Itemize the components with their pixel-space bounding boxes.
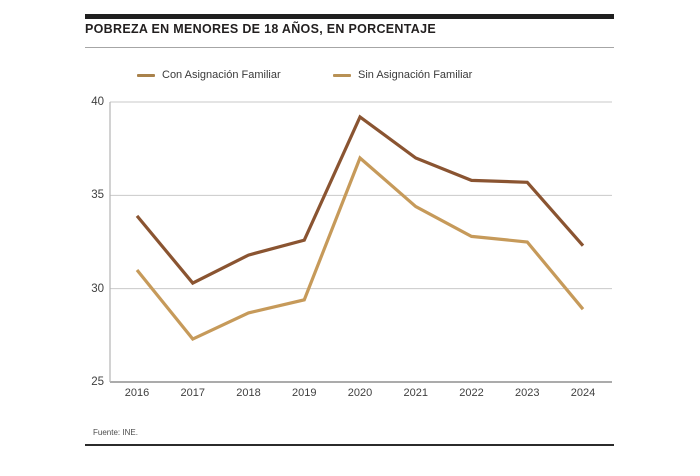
x-tick-2019: 2019 — [292, 387, 317, 399]
x-tick-2016: 2016 — [124, 387, 150, 399]
bottom-rule — [85, 444, 614, 446]
chart-plot-area — [109, 101, 612, 383]
legend-marker-sin-icon — [333, 73, 351, 77]
y-tick-30: 30 — [91, 283, 104, 295]
legend-marker-con-icon — [137, 73, 155, 77]
title-divider — [85, 47, 614, 48]
top-rule — [85, 14, 614, 19]
legend-item-sin-asignacion: Sin Asignación Familiar — [333, 68, 472, 82]
legend-item-con-asignacion: Con Asignación Familiar — [137, 68, 281, 82]
line-chart: 40 35 30 25 2016 2017 2018 2019 2020 202… — [85, 95, 614, 425]
x-tick-2017: 2017 — [180, 387, 205, 399]
x-tick-2018: 2018 — [236, 387, 261, 399]
legend-label-sin: Sin Asignación Familiar — [358, 69, 473, 81]
legend-label-con: Con Asignación Familiar — [162, 69, 281, 81]
source-note: Fuente: INE. — [93, 428, 138, 437]
x-tick-2023: 2023 — [515, 387, 540, 399]
x-tick-2021: 2021 — [403, 387, 428, 399]
x-tick-2022: 2022 — [459, 387, 484, 399]
x-tick-2020: 2020 — [347, 387, 373, 399]
y-tick-25: 25 — [91, 376, 104, 388]
x-tick-2024: 2024 — [570, 387, 596, 399]
y-tick-35: 35 — [91, 189, 104, 201]
y-tick-40: 40 — [91, 96, 104, 108]
chart-title: POBREZA EN MENORES DE 18 AÑOS, EN PORCEN… — [85, 22, 436, 36]
